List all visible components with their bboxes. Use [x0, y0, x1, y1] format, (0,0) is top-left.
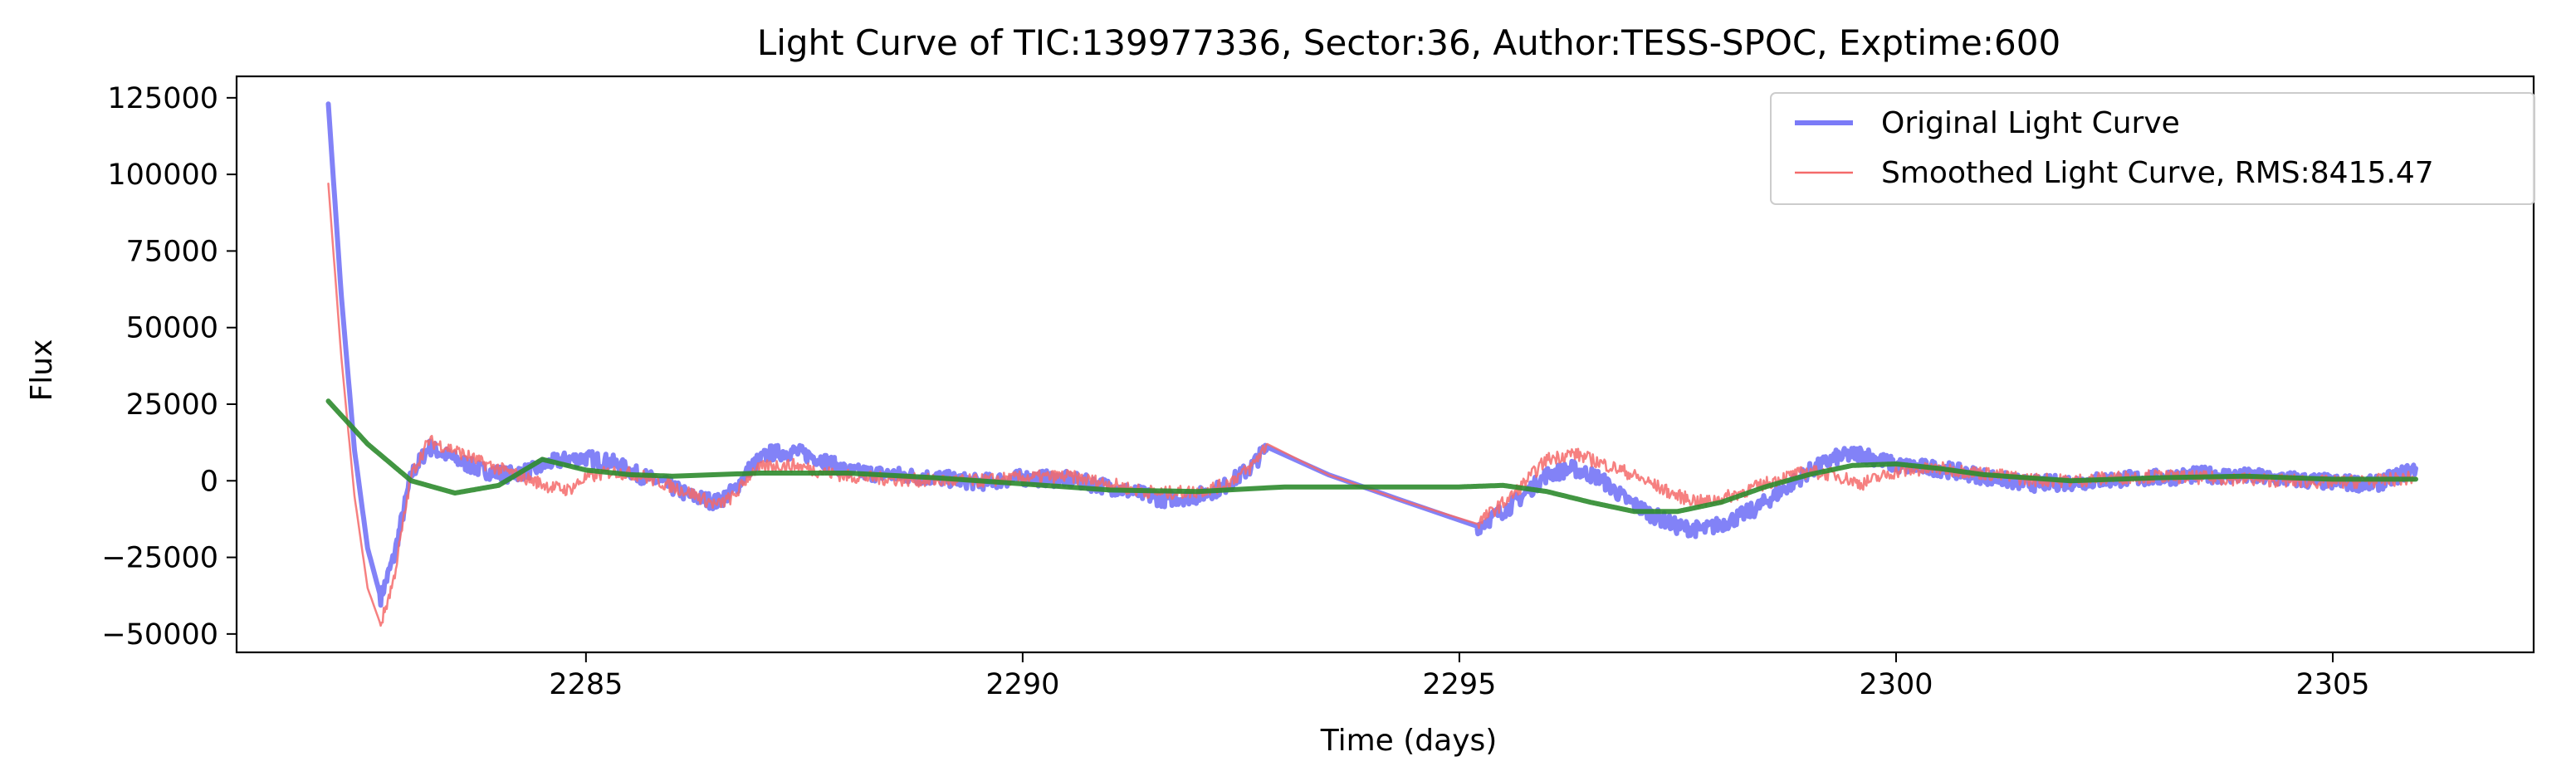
legend-entry-smoothed: Smoothed Light Curve, RMS:8415.47	[1881, 156, 2434, 190]
axis-ticks: 2285 2290 2295 2300 2305 −50000 −25000 0 25000 50…	[101, 82, 2369, 701]
x-tick-label: 2285	[549, 668, 623, 701]
y-tick-label: 25000	[126, 388, 218, 422]
chart-title: Light Curve of TIC:139977336, Sector:36,…	[757, 22, 2060, 63]
y-tick-label: −25000	[101, 542, 218, 575]
legend-box	[1770, 92, 2535, 205]
y-tick-label: 100000	[107, 159, 218, 192]
series-green-trend	[325, 398, 2418, 515]
axes-frame	[235, 75, 2535, 654]
legend: Original Light Curve Smoothed Light Curv…	[1770, 92, 2535, 205]
x-tick-label: 2305	[2295, 668, 2369, 701]
y-tick-label: −50000	[101, 618, 218, 652]
y-tick-label: 125000	[107, 82, 218, 115]
x-tick-label: 2290	[985, 668, 1059, 701]
plot-area	[325, 101, 2418, 627]
series-original-light-curve	[325, 101, 2418, 608]
y-tick-label: 0	[200, 465, 218, 498]
x-tick-label: 2295	[1422, 668, 1496, 701]
y-tick-label: 50000	[126, 312, 218, 345]
legend-entry-original: Original Light Curve	[1881, 106, 2180, 140]
x-axis-label: Time (days)	[1320, 724, 1498, 758]
y-axis-label: Flux	[25, 339, 59, 402]
x-tick-label: 2300	[1859, 668, 1933, 701]
y-tick-label: 75000	[126, 235, 218, 268]
